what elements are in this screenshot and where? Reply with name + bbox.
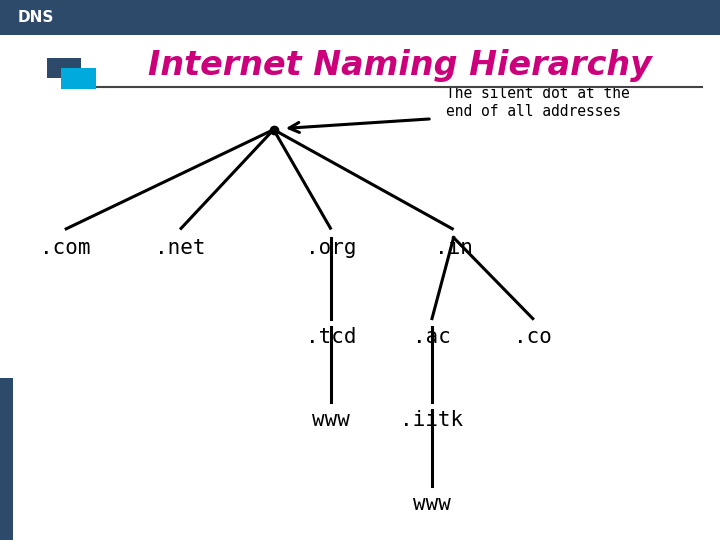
- Text: www: www: [413, 494, 451, 514]
- Text: Internet Naming Hierarchy: Internet Naming Hierarchy: [148, 49, 652, 83]
- Bar: [61, 68, 96, 89]
- Text: DNS: DNS: [18, 10, 55, 25]
- Text: .com: .com: [40, 238, 90, 258]
- Text: .org: .org: [306, 238, 356, 258]
- Text: .net: .net: [155, 238, 205, 258]
- Text: .ac: .ac: [413, 327, 451, 347]
- Bar: [0, 378, 13, 540]
- Text: www: www: [312, 410, 350, 430]
- Bar: [0, 0, 720, 35]
- Text: .iitk: .iitk: [400, 410, 464, 430]
- Text: .co: .co: [514, 327, 552, 347]
- Text: .tcd: .tcd: [306, 327, 356, 347]
- Text: The silent dot at the
end of all addresses: The silent dot at the end of all address…: [446, 86, 630, 119]
- Text: .in: .in: [435, 238, 472, 258]
- Bar: [47, 58, 81, 78]
